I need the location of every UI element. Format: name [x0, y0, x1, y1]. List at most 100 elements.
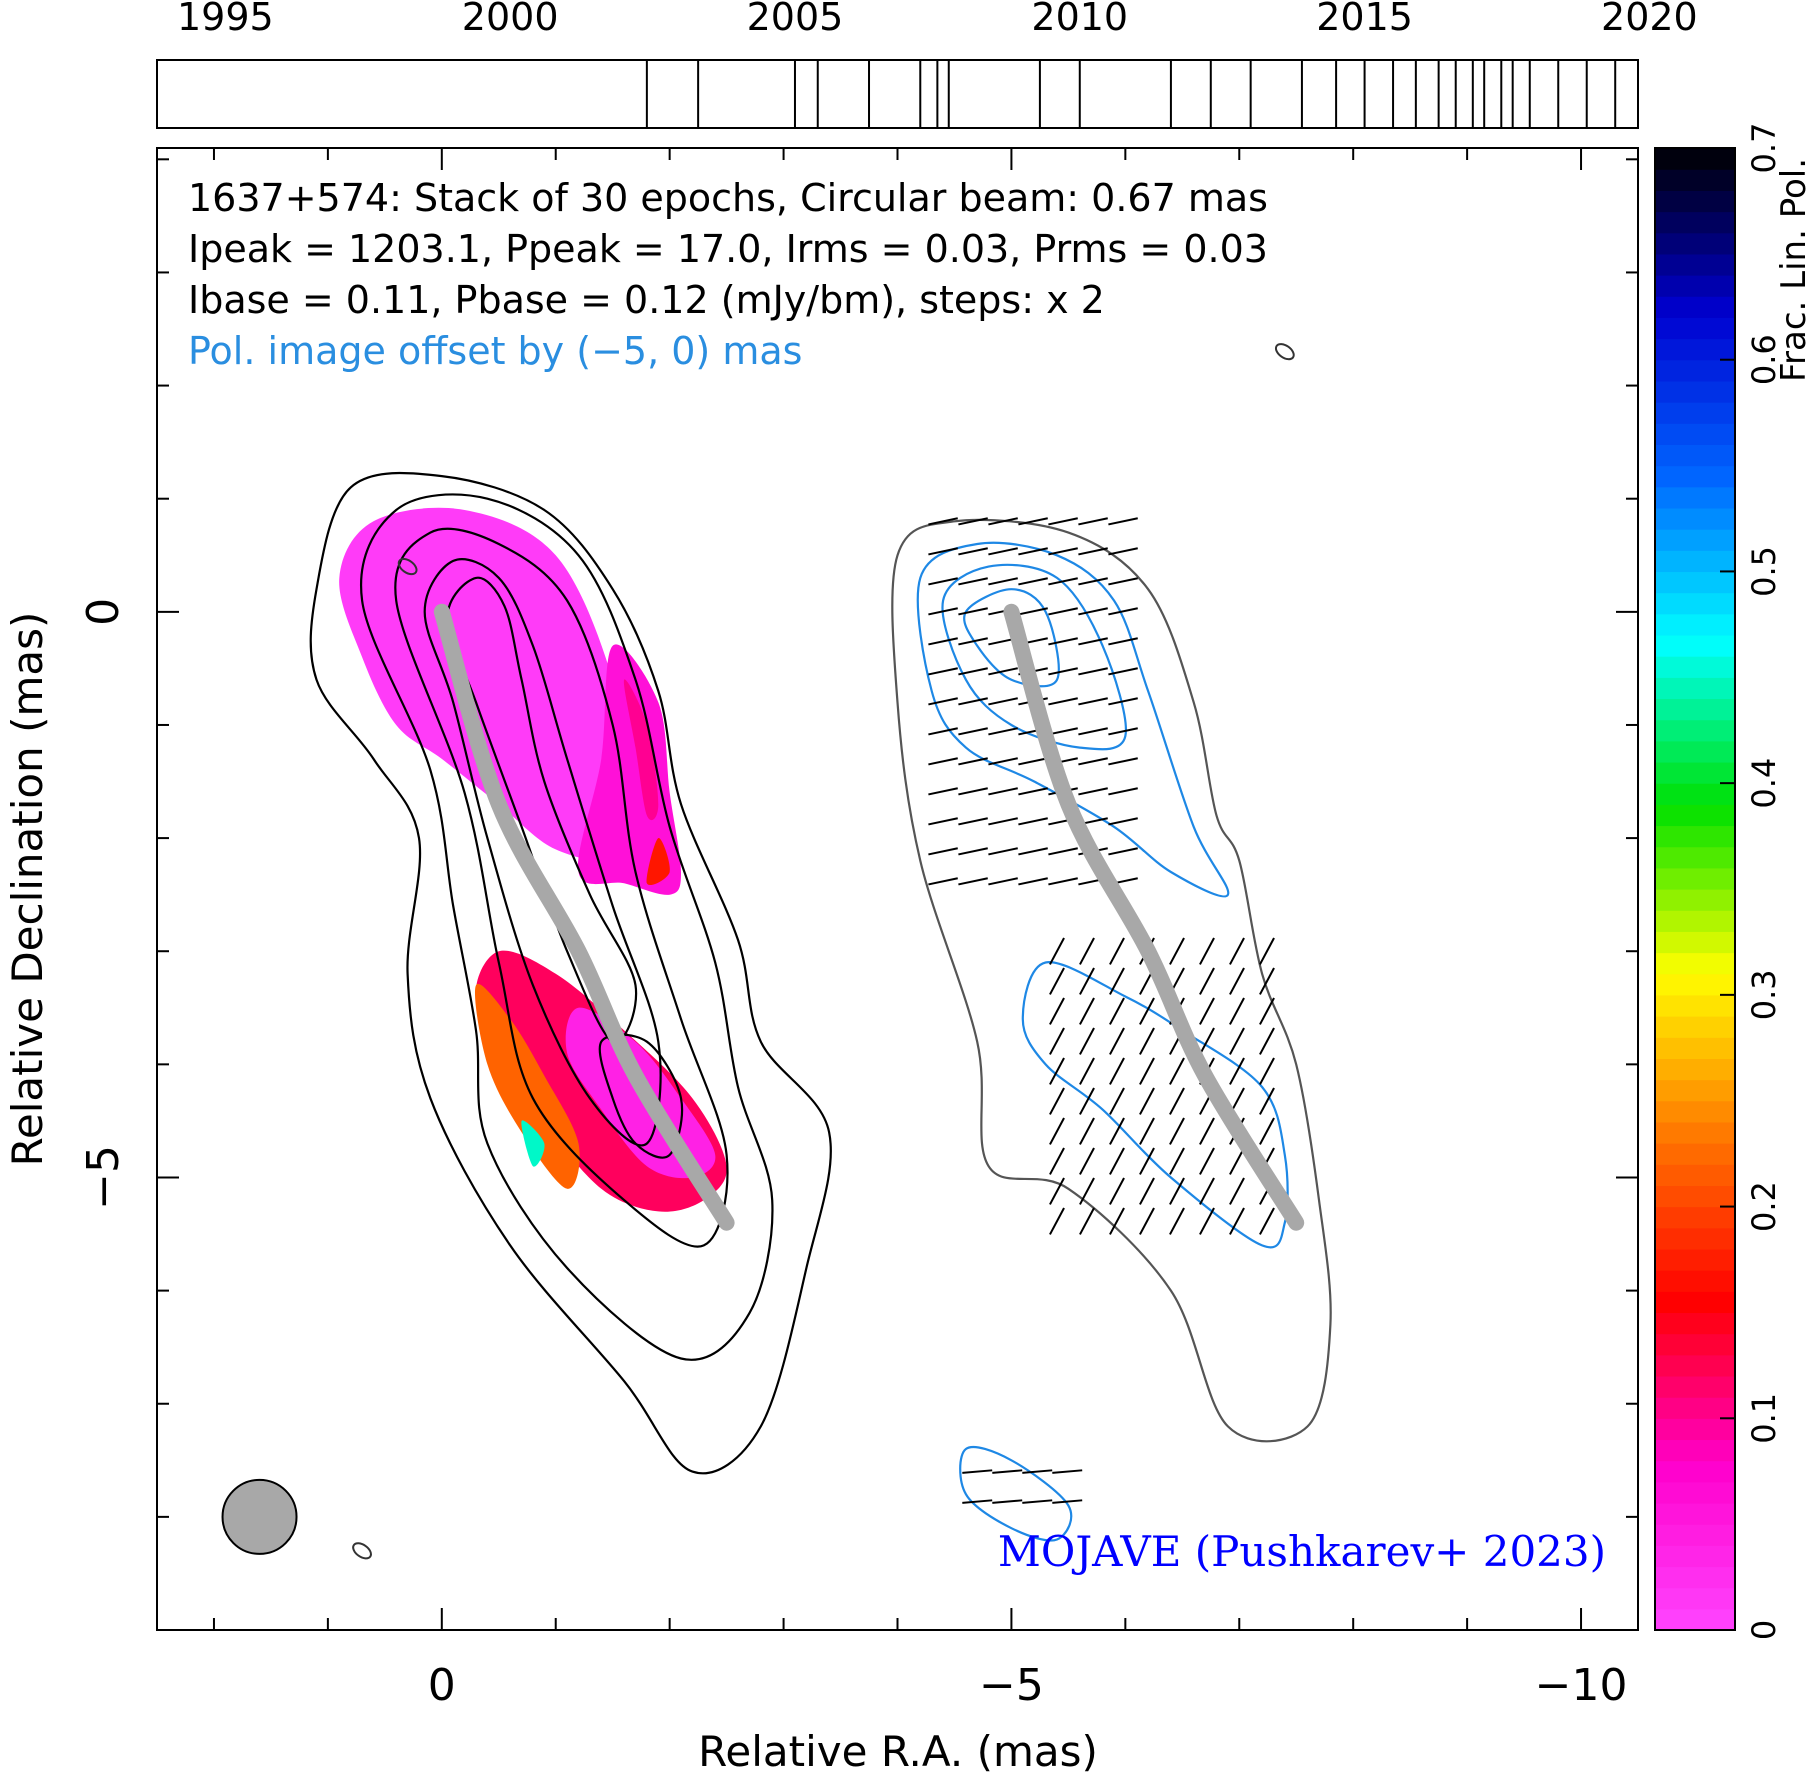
colorbar-band	[1655, 169, 1735, 191]
evpa-tick	[1079, 997, 1095, 1025]
x-tick-label: 0	[428, 1660, 456, 1711]
intensity-contour	[360, 493, 774, 1361]
colorbar-band	[1655, 1291, 1735, 1314]
y-tick-label: 0	[78, 598, 129, 626]
colorbar-band	[1655, 1185, 1735, 1208]
evpa-tick	[1079, 1207, 1095, 1235]
evpa-tick	[1049, 937, 1065, 965]
colorbar-band	[1655, 910, 1735, 932]
jet-ridge-lines	[433, 603, 1305, 1231]
colorbar-band	[1655, 211, 1735, 234]
x-tick-label: −10	[1535, 1660, 1628, 1711]
evpa-tick	[1229, 1027, 1245, 1055]
evpa-tick	[1199, 937, 1215, 965]
evpa-tick	[1109, 1147, 1125, 1175]
year-label: 1995	[177, 0, 274, 39]
colorbar-tick-label: 0.3	[1745, 969, 1783, 1020]
evpa-tick	[1109, 1057, 1125, 1085]
evpa-tick	[958, 847, 988, 856]
colorbar-band	[1655, 931, 1735, 954]
evpa-tick	[1169, 937, 1185, 965]
colorbar-band	[1655, 1397, 1735, 1419]
noise-islands	[352, 343, 1295, 1560]
evpa-tick	[1079, 1057, 1095, 1085]
timeline-year-labels: 1995 2000 2005 2010 2015 2020	[177, 0, 1698, 39]
evpa-tick	[928, 547, 958, 556]
header-line2: Ipeak = 1203.1, Ppeak = 17.0, Irms = 0.0…	[188, 227, 1268, 271]
evpa-tick	[988, 547, 1018, 556]
header-line1: 1637+574: Stack of 30 epochs, Circular b…	[188, 176, 1268, 220]
credit-text: MOJAVE (Pushkarev+ 2023)	[998, 1527, 1606, 1576]
evpa-tick	[958, 577, 988, 586]
colorbar-band	[1655, 1608, 1735, 1631]
evpa-tick	[958, 607, 988, 616]
evpa-tick	[1108, 517, 1138, 526]
colorbar-band	[1655, 1100, 1735, 1123]
colorbar-band	[1655, 1016, 1735, 1038]
evpa-tick	[988, 727, 1018, 736]
year-label: 2020	[1601, 0, 1698, 39]
epoch-timeline: 1995 2000 2005 2010 2015 2020	[156, 0, 1698, 129]
evpa-tick	[988, 847, 1018, 856]
evpa-tick	[1199, 967, 1215, 995]
evpa-tick	[1169, 1207, 1185, 1235]
colorbar-band	[1655, 1460, 1735, 1483]
colorbar-band	[1655, 613, 1735, 636]
colorbar-band	[1655, 973, 1735, 996]
evpa-tick	[1169, 1087, 1185, 1115]
timeline-epochs	[645, 60, 1617, 128]
evpa-tick	[1048, 697, 1078, 706]
intensity-contours	[309, 471, 832, 1475]
colorbar-band	[1655, 1121, 1735, 1144]
colorbar-band	[1655, 444, 1735, 467]
evpa-tick	[928, 817, 958, 826]
colorbar-band	[1655, 1502, 1735, 1525]
evpa-tick	[958, 727, 988, 736]
colorbar-band	[1655, 550, 1735, 573]
evpa-tick	[1109, 997, 1125, 1025]
evpa-tick	[1049, 1117, 1065, 1145]
evpa-ticks	[928, 517, 1275, 1504]
evpa-tick	[1049, 1027, 1065, 1055]
evpa-tick	[928, 667, 958, 676]
evpa-tick	[928, 787, 958, 796]
evpa-tick	[1259, 1117, 1275, 1145]
colorbar-band	[1655, 1143, 1735, 1165]
evpa-tick	[1049, 1207, 1065, 1235]
axis-tick-labels: 0 −5 −10 0 −5	[78, 598, 1627, 1711]
evpa-tick	[1108, 667, 1138, 676]
colorbar-band	[1655, 592, 1735, 615]
evpa-tick	[958, 817, 988, 826]
evpa-tick	[1078, 757, 1108, 766]
evpa-tick	[988, 667, 1018, 676]
colorbar-band	[1655, 677, 1735, 700]
polarization-contour	[941, 563, 1127, 751]
evpa-tick	[1078, 517, 1108, 526]
evpa-tick	[1078, 637, 1108, 646]
evpa-tick	[1018, 547, 1048, 556]
evpa-tick	[1169, 1117, 1185, 1145]
evpa-tick	[928, 637, 958, 646]
evpa-tick	[1018, 757, 1048, 766]
evpa-tick	[928, 607, 958, 616]
colorbar-band	[1655, 783, 1735, 805]
evpa-tick	[1078, 787, 1108, 796]
colorbar-band	[1655, 719, 1735, 742]
evpa-tick	[1022, 1469, 1053, 1474]
evpa-tick	[958, 637, 988, 646]
colorbar-band	[1655, 232, 1735, 255]
colorbar-band	[1655, 1481, 1735, 1504]
evpa-tick	[1139, 1147, 1155, 1175]
evpa-tick	[962, 1469, 993, 1474]
evpa-tick	[1108, 757, 1138, 766]
evpa-tick	[1169, 1057, 1185, 1085]
evpa-tick	[988, 877, 1018, 886]
fpol-region	[578, 644, 681, 895]
evpa-tick	[958, 547, 988, 556]
timeline-frame	[156, 59, 1639, 129]
evpa-tick	[1229, 937, 1245, 965]
colorbar-band	[1655, 1058, 1735, 1081]
evpa-tick	[1049, 1057, 1065, 1085]
evpa-tick	[1108, 787, 1138, 796]
evpa-tick	[1229, 1057, 1245, 1085]
